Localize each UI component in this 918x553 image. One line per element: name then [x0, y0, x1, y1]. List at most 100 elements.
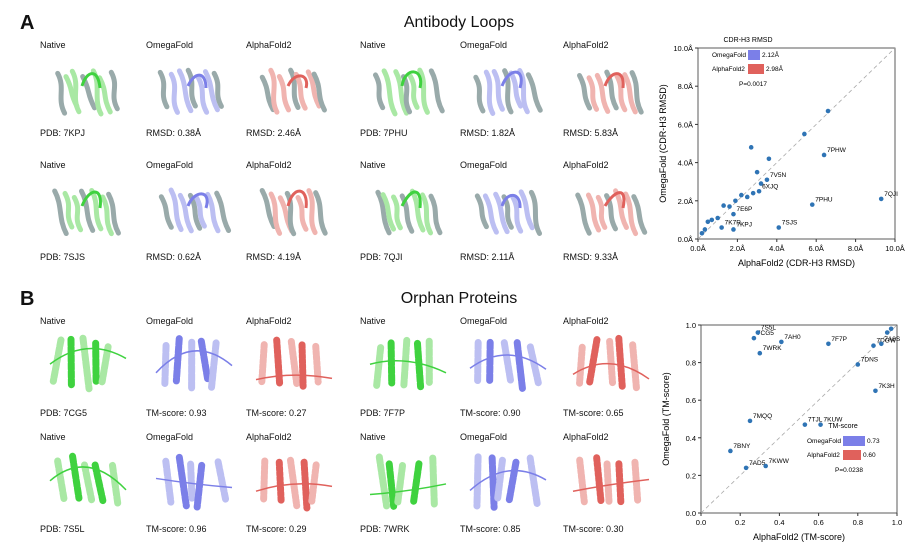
column-header: AlphaFold2: [246, 316, 292, 326]
alphafold2-structure-image: [255, 456, 333, 512]
structure-caption: TM-score: 0.29: [246, 524, 307, 534]
x-tick-label: 0.0Å: [690, 244, 705, 253]
structure-caption: TM-score: 0.85: [460, 524, 521, 534]
point-label: 7DNS: [861, 356, 879, 363]
data-point: [715, 215, 720, 221]
point-label: 7PHW: [827, 147, 847, 154]
chart-tm-score: 0.0 0.2 0.4 0.6 0.8 1.0 0.0 0.2 0.4 0.6 0.8 1.0 Alph…: [661, 321, 902, 542]
native-structure-image: [52, 187, 121, 237]
column-header: OmegaFold: [146, 160, 194, 170]
structure-caption: TM-score: 0.30: [563, 524, 624, 534]
point-label: 7WRK: [763, 345, 782, 352]
data-point: [755, 330, 761, 335]
alphafold2-structure-image: [572, 334, 650, 392]
data-point: [802, 131, 807, 137]
structure-caption: PDB: 7WRK: [360, 524, 410, 534]
structure-caption: RMSD: 0.62Å: [146, 252, 202, 262]
structure-caption: PDB: 7KPJ: [40, 128, 86, 138]
y-tick-label: 0.4: [686, 434, 696, 443]
structure-caption: TM-score: 0.65: [563, 408, 624, 418]
point-label: 7K7R: [725, 220, 742, 227]
alphafold2-structure-image: [259, 187, 328, 237]
column-header: AlphaFold2: [563, 160, 609, 170]
x-tick-label: 0.2: [735, 518, 745, 527]
plot-frame: [697, 47, 896, 240]
structure-caption: RMSD: 4.19Å: [246, 252, 302, 262]
data-point: [751, 335, 757, 341]
data-point: [802, 422, 808, 427]
column-header: Native: [40, 40, 66, 50]
structure-caption: RMSD: 1.82Å: [460, 128, 516, 138]
column-header: OmegaFold: [146, 316, 194, 326]
x-tick-label: 10.0Å: [885, 244, 905, 253]
legend-label: AlphaFold2: [712, 66, 745, 73]
point-label: 7AH0: [784, 334, 801, 341]
legend-value: 2.98Å: [766, 64, 784, 73]
data-point: [825, 108, 831, 114]
legend-value: 0.73: [867, 438, 880, 445]
native-structure-image: [369, 453, 447, 510]
p-value: P=0.0017: [739, 81, 767, 88]
panel-a-letter: A: [20, 12, 35, 34]
legend-title: TM-score: [828, 423, 858, 430]
panel-b-title: Orphan Proteins: [400, 290, 518, 307]
column-header: AlphaFold2: [563, 40, 609, 50]
data-point: [747, 418, 753, 424]
point-label: 7BNY: [733, 443, 751, 450]
data-point: [744, 194, 750, 200]
point-label: 7CG5: [757, 330, 774, 337]
column-header: Native: [40, 160, 66, 170]
data-point: [871, 343, 876, 348]
data-point: [818, 422, 823, 427]
data-point: [731, 211, 736, 217]
data-point: [757, 350, 763, 356]
data-point: [809, 202, 815, 207]
structure-caption: RMSD: 0.38Å: [146, 128, 202, 138]
x-tick-label: 0.0: [696, 518, 706, 527]
native-structure-image: [375, 188, 443, 236]
point-label: 7MQQ: [753, 413, 772, 420]
structure-caption: RMSD: 9.33Å: [563, 252, 619, 262]
x-tick-label: 0.4: [774, 518, 784, 527]
plot-frame: [700, 324, 898, 514]
data-point: [705, 219, 711, 225]
column-header: Native: [360, 316, 386, 326]
data-point: [888, 326, 894, 332]
native-structure-image: [55, 68, 120, 117]
data-point: [748, 145, 754, 150]
column-header: AlphaFold2: [563, 316, 609, 326]
legend-bar: [843, 436, 865, 446]
omegafold-structure-image: [469, 338, 547, 393]
column-header: AlphaFold2: [246, 40, 292, 50]
data-point: [758, 181, 764, 186]
data-point: [743, 465, 749, 471]
data-point: [754, 169, 760, 175]
y-axis-label: OmegaFold (TM-score): [661, 372, 671, 466]
point-label: 7K3H: [878, 383, 895, 390]
native-structure-image: [49, 452, 127, 508]
column-header: OmegaFold: [460, 160, 508, 170]
y-tick-label: 8.0Å: [678, 82, 693, 91]
column-header: Native: [40, 316, 66, 326]
structure-caption: PDB: 7SJS: [40, 252, 86, 262]
chart-cdrh3-rmsd: 0.0Å 2.0Å 4.0Å 6.0Å 8.0Å 10.0Å 0.0Å 2.0Å 4.0Å 6.0…: [658, 37, 905, 268]
x-tick-label: 0.6: [813, 518, 823, 527]
column-header: OmegaFold: [146, 40, 194, 50]
structure-caption: PDB: 7S5L: [40, 524, 85, 534]
column-header: OmegaFold: [460, 432, 508, 442]
data-point: [739, 192, 744, 198]
structure-caption: RMSD: 2.11Å: [460, 252, 515, 262]
diagonal-line: [700, 324, 898, 514]
omegafold-structure-image: [474, 189, 543, 236]
data-point: [878, 196, 884, 202]
column-header: AlphaFold2: [246, 160, 292, 170]
column-header: OmegaFold: [146, 432, 194, 442]
point-label: 7A8S: [884, 336, 901, 343]
x-axis-label: AlphaFold2 (CDR-H3 RMSD): [738, 258, 855, 268]
data-point: [826, 341, 831, 347]
legend-label: AlphaFold2: [807, 452, 840, 459]
y-tick-label: 2.0Å: [678, 197, 693, 206]
data-point: [709, 217, 715, 223]
legend-bar: [748, 64, 764, 74]
data-point: [733, 198, 738, 204]
